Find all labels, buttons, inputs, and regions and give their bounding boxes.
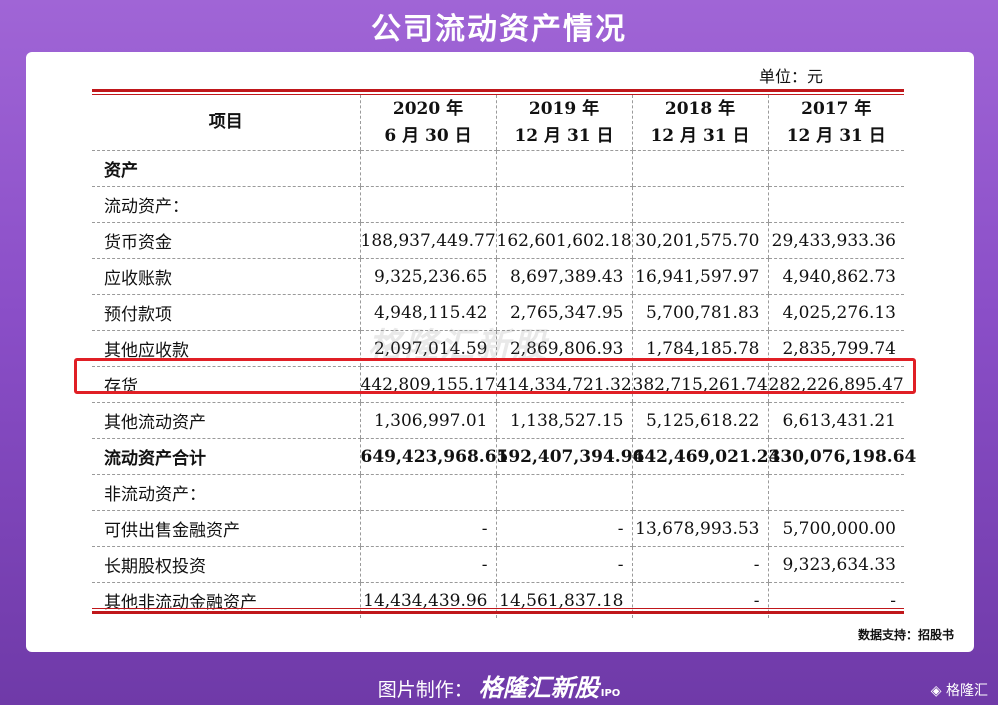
top-rule-thick: [92, 89, 904, 92]
cell-value: [631, 474, 768, 511]
cell-value: [631, 186, 768, 223]
header-year: 2018 年: [664, 98, 736, 119]
header-date: 6 月 30 日: [384, 125, 472, 146]
cell-value: 1,138,527.15: [495, 402, 632, 439]
header-date: 12 月 31 日: [650, 125, 750, 146]
table-row: 应收账款 9,325,236.65 8,697,389.43 16,941,597.9…: [92, 258, 904, 295]
table-row: 流动资产合计 649,423,968.61 592,407,394.96 442,46…: [92, 438, 916, 475]
table-row: 货币资金 188,937,449.77 162,601,602.18 30,201,5…: [92, 222, 904, 259]
cell-value: [631, 150, 768, 187]
cell-value: 592,407,394.96: [495, 438, 644, 475]
cell-value: 188,937,449.77: [359, 222, 496, 259]
table-row: 可供出售金融资产 - -13,678,993.53 5,700,000.00: [92, 510, 904, 547]
cell-value: [495, 474, 632, 511]
cell-value: 442,469,021.24: [631, 438, 780, 475]
footer-ipo-tag: IPO: [600, 688, 621, 699]
cell-value: 6,613,431.21: [767, 402, 904, 439]
footer-brand-logo: 格隆汇新股: [478, 674, 599, 702]
header-col-2018: 2018 年 12 月 31 日: [631, 95, 768, 151]
row-label: 货币资金: [92, 222, 360, 259]
cell-value: 5,125,618.22: [631, 402, 768, 439]
row-label: 可供出售金融资产: [92, 510, 360, 547]
row-label: 非流动资产：: [92, 474, 360, 511]
cell-value: [359, 186, 496, 223]
inventory-highlight-box: [74, 358, 916, 394]
row-label: 流动资产合计: [92, 438, 360, 475]
row-label: 其他流动资产: [92, 402, 360, 439]
unit-label: 单位：元: [759, 67, 824, 86]
table-row: 长期股权投资 - - -9,323,634.33: [92, 546, 904, 583]
corner-logo: ◈ 格隆汇: [930, 683, 988, 699]
header-date: 12 月 31 日: [514, 125, 614, 146]
header-year: 2020 年: [392, 98, 464, 119]
header-row: 项目 2020 年 6 月 30 日 2019 年 12 月 31 日 2018…: [92, 95, 904, 151]
cell-value: 5,700,781.83: [631, 294, 768, 331]
cell-value: 9,323,634.33: [767, 546, 904, 583]
cell-value: 30,201,575.70: [631, 222, 768, 259]
cell-value: [767, 186, 904, 223]
header-col-2020: 2020 年 6 月 30 日: [359, 95, 496, 151]
header-item: 项目: [92, 95, 360, 151]
table-row: 预付款项 4,948,115.42 2,765,347.95 5,700,781.83…: [92, 294, 904, 331]
cell-value: -: [495, 546, 632, 583]
cell-value: [767, 150, 904, 187]
page-title: 公司流动资产情况: [371, 12, 627, 47]
cell-value: 1,306,997.01: [359, 402, 496, 439]
cell-value: 162,601,602.18: [495, 222, 632, 259]
cell-value: 382,715,261.74: [631, 366, 768, 403]
cell-value: [359, 150, 496, 187]
table-row-inventory: 存货 442,809,155.17 414,334,721.32 382,715,26…: [92, 366, 904, 403]
bottom-rule-thin: [92, 608, 904, 609]
current-assets-table: 项目 2020 年 6 月 30 日 2019 年 12 月 31 日 2018…: [92, 95, 916, 618]
cell-value: -: [495, 510, 632, 547]
header-col-2017: 2017 年 12 月 31 日: [767, 95, 904, 151]
top-rule-thin: [92, 94, 904, 95]
row-label: 资产: [92, 150, 360, 187]
cell-value: -: [359, 510, 496, 547]
cell-value: [359, 474, 496, 511]
row-label: 流动资产：: [92, 186, 360, 223]
table-row: 资产: [92, 150, 904, 187]
cell-value: -: [631, 546, 768, 583]
cell-value: 13,678,993.53: [631, 510, 768, 547]
footer-credit: 图片制作： 格隆汇新股 IPO: [0, 668, 998, 703]
cell-value: [495, 150, 632, 187]
table-row: 非流动资产：: [92, 474, 904, 511]
bottom-rule-thick: [92, 611, 904, 614]
cell-value: -: [359, 546, 496, 583]
cell-value: 330,076,198.64: [767, 438, 916, 475]
cell-value: 8,697,389.43: [495, 258, 632, 295]
cell-value: 4,948,115.42: [359, 294, 496, 331]
cell-value: 442,809,155.17: [359, 366, 496, 403]
header-year: 2017 年: [801, 98, 872, 119]
cell-value: 2,765,347.95: [495, 294, 632, 331]
footer-prefix: 图片制作：: [377, 679, 473, 701]
cell-value: 16,941,597.97: [631, 258, 768, 295]
row-label: 应收账款: [92, 258, 360, 295]
cell-value: 4,940,862.73: [767, 258, 904, 295]
header-date: 12 月 31 日: [786, 125, 886, 146]
cell-value: 9,325,236.65: [359, 258, 496, 295]
header-year: 2019 年: [528, 98, 600, 119]
table-row: 其他流动资产 1,306,997.01 1,138,527.15 5,125,618.…: [92, 402, 904, 439]
cell-value: 4,025,276.13: [767, 294, 904, 331]
table-row: 流动资产：: [92, 186, 904, 223]
data-source: 数据支持：招股书: [858, 628, 955, 642]
row-label: 长期股权投资: [92, 546, 360, 583]
cell-value: 414,334,721.32: [495, 366, 632, 403]
row-label: 预付款项: [92, 294, 360, 331]
header-col-2019: 2019 年 12 月 31 日: [495, 95, 632, 151]
cell-value: [767, 474, 904, 511]
cell-value: 282,226,895.47: [767, 366, 904, 403]
cell-value: 5,700,000.00: [767, 510, 904, 547]
cell-value: [495, 186, 632, 223]
cell-value: 649,423,968.61: [359, 438, 508, 475]
cell-value: 29,433,933.36: [767, 222, 904, 259]
